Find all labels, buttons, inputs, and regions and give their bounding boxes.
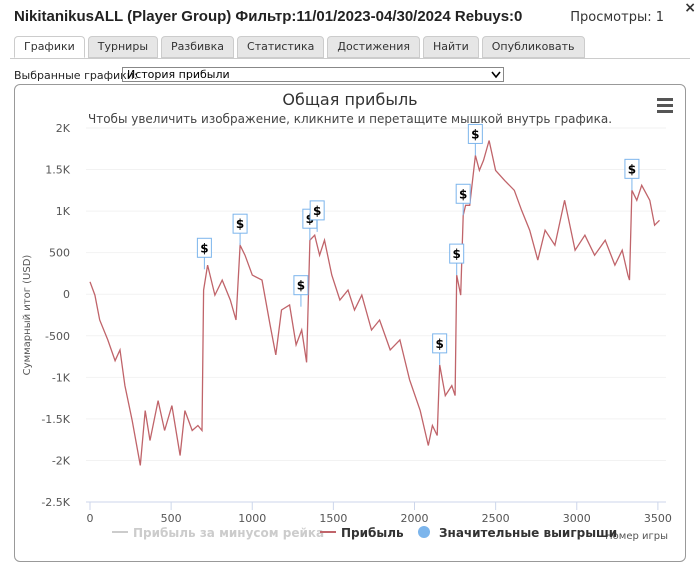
win-flag [467,123,483,144]
win-marker: $ [293,275,309,307]
y-tick-label: -500 [45,330,70,343]
header: NikitanikusALL (Player Group) Фильтр:11/… [0,0,700,34]
win-flag [196,237,212,258]
views-count: Просмотры: 1 [570,10,664,25]
x-tick-label: 1500 [319,512,347,525]
tab[interactable]: Опубликовать [481,36,585,58]
flag-label: $ [628,162,636,176]
selector-value: История прибыли [127,68,230,81]
win-marker: $ [449,243,465,276]
y-tick-label: 500 [49,247,70,260]
win-marker: $ [232,213,248,246]
y-tick-label: 0 [63,288,70,301]
x-tick-label: 2500 [482,512,510,525]
win-flag [432,333,448,354]
flag-label: $ [236,217,244,231]
y-tick-label: -1K [52,371,71,384]
flag-label: $ [453,247,461,261]
x-axis-title: Номер игры [605,531,668,542]
flag-label: $ [200,241,208,255]
y-tick-label: -1.5K [41,413,70,426]
x-tick-label: 500 [161,512,182,525]
y-tick-label: -2.5K [41,496,70,509]
chart-subtitle: Чтобы увеличить изображение, кликните и … [88,112,612,126]
win-marker: $ [432,333,448,365]
win-flag [232,213,248,234]
flag-label: $ [313,204,321,218]
win-marker: $ [624,158,640,191]
tab[interactable]: Найти [423,36,479,58]
x-tick-label: 0 [87,512,94,525]
flag-label: $ [471,127,479,141]
chart-panel [14,84,686,562]
legend-symbol [418,526,430,538]
close-button[interactable]: × [684,0,696,16]
win-flag [624,158,640,179]
tab[interactable]: Графики [14,36,85,58]
y-tick-label: 1.5K [45,164,70,177]
profit-line [89,140,660,466]
y-tick-label: 1K [56,205,71,218]
win-flag [455,183,471,204]
win-marker: $ [196,237,212,270]
win-marker: $ [309,200,325,232]
tab-bar: Графики Турниры Разбивка Статистика Достижен… [14,36,585,58]
y-tick-label: 2K [56,122,71,135]
tab[interactable]: Турниры [87,36,159,58]
legend-label[interactable]: Прибыль [341,526,404,540]
flag-label: $ [297,279,305,293]
win-flag [449,243,465,264]
dropdown-arrow [491,71,501,79]
y-tick-label: -2K [52,454,71,467]
win-marker: $ [467,123,483,156]
flag-label: $ [435,337,443,351]
x-tick-label: 3000 [563,512,591,525]
win-marker: $ [455,183,471,216]
win-flag [309,200,325,221]
legend-label[interactable]: Значительные выигрыши [439,526,617,540]
tab[interactable]: Статистика [237,36,325,58]
chart-title: Общая прибыль [282,90,417,109]
x-tick-label: 1000 [238,512,266,525]
header-title: NikitanikusALL (Player Group) Фильтр:11/… [14,8,523,25]
menu-button[interactable] [657,98,673,113]
legend-label[interactable]: Прибыль за минусом рейка [133,526,324,540]
y-axis-title: Суммарный итог (USD) [22,255,33,376]
flag-label: $ [459,187,467,201]
win-flag [293,275,309,296]
tab[interactable]: Разбивка [161,36,235,58]
tab[interactable]: Достижения [327,36,420,58]
chart-selector[interactable]: История прибыли [122,67,504,82]
selector-label: Выбранные графики: [14,69,138,82]
tab-line [10,58,690,59]
x-tick-label: 2000 [401,512,429,525]
x-tick-label: 3500 [644,512,672,525]
